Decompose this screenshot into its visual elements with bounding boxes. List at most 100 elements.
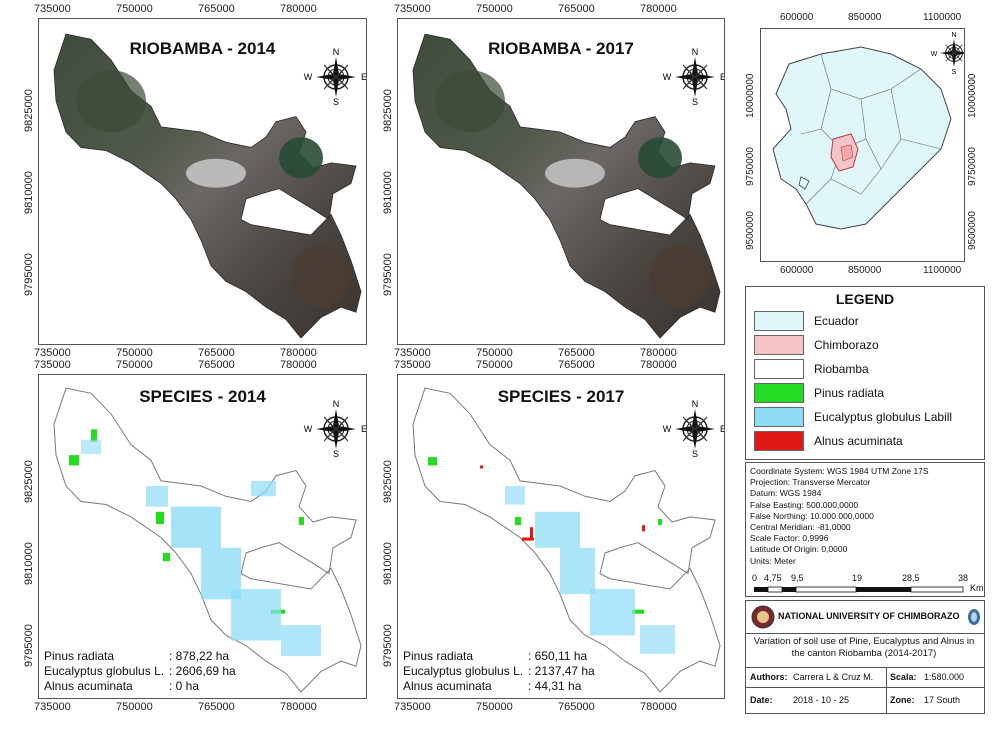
map-description: Variation of soil use of Pine, Eucalyptu… <box>753 636 975 659</box>
eucalyptus-patches <box>505 486 675 654</box>
y-tick: 9795000 <box>23 253 35 296</box>
map-title: SPECIES - 2014 <box>139 387 266 406</box>
x-tick: 780000 <box>640 701 677 713</box>
y-tick: 9795000 <box>23 624 35 667</box>
scale-bar <box>754 586 964 593</box>
scalebar-label: 28,5 <box>902 573 920 583</box>
compass-n: N <box>333 399 340 409</box>
x-tick: 735000 <box>34 3 71 15</box>
riobamba-shape <box>840 144 854 162</box>
y-tick: 9825000 <box>382 460 394 503</box>
species-map <box>412 387 721 693</box>
x-tick: 750000 <box>116 701 153 713</box>
y-tick: 9810000 <box>382 542 394 585</box>
ecuador-shape <box>772 46 952 230</box>
compass-w: W <box>663 424 672 434</box>
x-tick: 750000 <box>476 701 513 713</box>
inset-x-tick: 1100000 <box>923 265 962 276</box>
inset-x-tick: 850000 <box>848 12 882 23</box>
legend-swatch <box>754 335 804 355</box>
stats-row-eucalyptus: Eucalyptus globulus L.: 2137,47 ha <box>403 664 595 678</box>
stats-row-eucalyptus: Eucalyptus globulus L.: 2606,69 ha <box>44 664 236 678</box>
university-seal-icon <box>751 605 775 629</box>
compass-w: W <box>931 51 938 58</box>
inset-x-tick: 600000 <box>780 12 814 23</box>
authors-label: Authors: <box>750 672 788 682</box>
y-tick: 9825000 <box>382 89 394 132</box>
compass-s: S <box>692 97 698 107</box>
y-tick: 9825000 <box>23 89 35 132</box>
scalebar-unit: Km <box>970 583 984 593</box>
y-tick: 9825000 <box>23 460 35 503</box>
x-tick: 735000 <box>34 347 71 359</box>
legend-panel: LEGEND Ecuador Chimborazo Riobamba Pinus… <box>745 286 985 460</box>
x-tick: 735000 <box>34 701 71 713</box>
x-tick: 750000 <box>476 3 513 15</box>
x-tick: 780000 <box>280 701 317 713</box>
authors-value: Carrera L & Cruz M. <box>793 672 874 682</box>
compass-icon: N S E W <box>304 47 367 107</box>
x-tick: 780000 <box>640 347 677 359</box>
compass-icon: N S E W <box>663 399 724 459</box>
stats-row-alnus: Alnus acuminata: 44,31 ha <box>403 679 582 693</box>
x-tick: 780000 <box>280 3 317 15</box>
x-tick: 780000 <box>640 359 677 371</box>
university-header: NATIONAL UNIVERSITY OF CHIMBORAZO <box>746 601 984 634</box>
x-tick: 735000 <box>394 359 431 371</box>
scale-label: Scala: <box>890 672 917 682</box>
compass-s: S <box>333 97 339 107</box>
x-tick: 765000 <box>198 3 235 15</box>
province-borders <box>800 53 942 205</box>
compass-icon: N S E W <box>931 32 964 75</box>
legend-item-chimborazo: Chimborazo <box>754 335 879 355</box>
compass-s: S <box>692 449 698 459</box>
x-tick: 735000 <box>394 347 431 359</box>
map-species-2017: SPECIES - 2017 N S E W <box>397 374 725 699</box>
inset-x-tick: 1100000 <box>923 12 962 23</box>
y-tick: 9810000 <box>23 171 35 214</box>
legend-swatch <box>754 407 804 427</box>
legend-item-pinus: Pinus radiata <box>754 383 884 403</box>
legend-swatch <box>754 383 804 403</box>
date-label: Date: <box>750 695 773 705</box>
map-satellite-2017: RIOBAMBA - 2017 N S E W <box>397 18 725 345</box>
compass-icon: N S E W <box>663 47 725 107</box>
legend-swatch <box>754 359 804 379</box>
species-stats: Pinus radiata: 878,22 ha Eucalyptus glob… <box>44 649 236 694</box>
stats-row-alnus: Alnus acuminata: 0 ha <box>44 679 200 693</box>
y-tick: 9795000 <box>382 624 394 667</box>
inset-y-tick: 9500000 <box>967 211 978 250</box>
eucalyptus-patches <box>81 439 321 656</box>
species-map <box>53 387 362 693</box>
x-tick: 765000 <box>198 347 235 359</box>
x-tick: 780000 <box>640 3 677 15</box>
inset-x-tick: 850000 <box>848 265 882 276</box>
zone-value: 17 South <box>924 695 961 705</box>
x-tick: 780000 <box>280 359 317 371</box>
legend-item-eucalyptus: Eucalyptus globulus Labill <box>754 407 952 427</box>
map-title: RIOBAMBA - 2017 <box>488 39 634 58</box>
compass-n: N <box>692 399 699 409</box>
x-tick: 765000 <box>198 359 235 371</box>
satellite-image <box>412 33 721 339</box>
compass-s: S <box>333 449 339 459</box>
scale-value: 1:580.000 <box>924 672 965 682</box>
compass-n: N <box>951 32 956 39</box>
inset-y-tick: 9750000 <box>967 147 978 186</box>
info-panel: NATIONAL UNIVERSITY OF CHIMBORAZO Variat… <box>745 600 985 714</box>
scalebar-label: 0 <box>752 573 758 583</box>
legend-item-alnus: Alnus acuminata <box>754 431 903 451</box>
date-value: 2018 - 10 - 25 <box>793 695 850 705</box>
inset-y-tick: 9500000 <box>745 211 756 250</box>
y-tick: 9810000 <box>23 542 35 585</box>
satellite-image <box>53 33 362 339</box>
compass-e: E <box>720 72 725 82</box>
compass-e: E <box>361 72 367 82</box>
x-tick: 765000 <box>558 359 595 371</box>
inset-map-ecuador: N S E W <box>760 28 965 262</box>
compass-n: N <box>692 47 699 57</box>
zone-label: Zone: <box>890 695 915 705</box>
x-tick: 765000 <box>198 701 235 713</box>
alnus-patches <box>480 465 645 541</box>
compass-w: W <box>663 72 672 82</box>
